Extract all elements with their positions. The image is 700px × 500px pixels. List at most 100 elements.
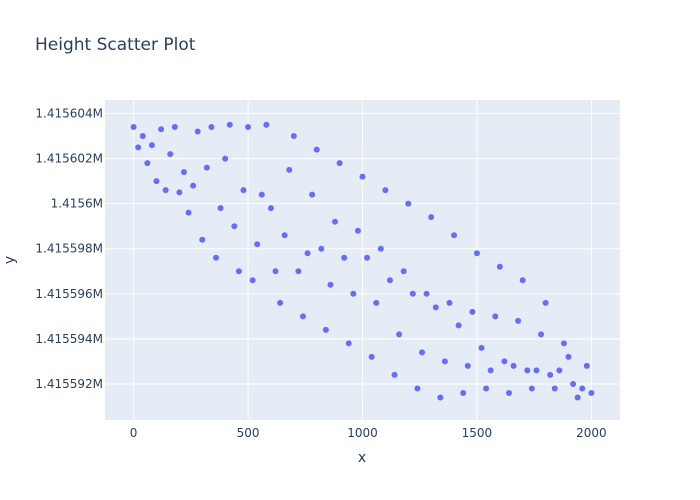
data-point: [547, 371, 554, 378]
data-point: [277, 299, 284, 306]
data-point: [332, 218, 339, 225]
data-point: [208, 124, 215, 131]
data-point: [464, 362, 471, 369]
chart-title: Height Scatter Plot: [35, 35, 196, 55]
data-point: [162, 187, 169, 194]
data-point: [432, 304, 439, 311]
y-tick-label: 1.415596M: [35, 287, 103, 301]
data-point: [231, 223, 238, 230]
data-point: [286, 166, 293, 173]
data-point: [478, 344, 485, 351]
grid-lines: [105, 100, 620, 420]
data-point: [515, 317, 522, 324]
data-point: [130, 124, 137, 131]
data-point: [538, 331, 545, 338]
data-point: [263, 121, 270, 128]
y-tick-label: 1.415598M: [35, 242, 103, 256]
data-point: [295, 268, 302, 275]
data-point: [501, 358, 508, 365]
data-point: [579, 385, 586, 392]
data-point: [510, 362, 517, 369]
data-point: [299, 313, 306, 320]
data-point: [373, 299, 380, 306]
data-point: [437, 394, 444, 401]
data-point: [451, 232, 458, 239]
data-point: [336, 160, 343, 167]
data-point: [505, 389, 512, 396]
data-point: [441, 358, 448, 365]
x-tick-label: 2000: [576, 426, 607, 440]
x-axis-label: x: [358, 450, 366, 466]
x-tick-label: 1500: [462, 426, 493, 440]
data-point: [460, 389, 467, 396]
data-point: [153, 178, 160, 185]
data-point: [354, 227, 361, 234]
data-point: [528, 385, 535, 392]
data-point: [171, 124, 178, 131]
data-point: [222, 155, 229, 162]
data-point: [588, 389, 595, 396]
data-point: [574, 394, 581, 401]
data-point: [309, 191, 316, 198]
data-point: [368, 353, 375, 360]
y-tick-label: 1.415604M: [35, 107, 103, 121]
data-point: [258, 191, 265, 198]
data-point: [570, 380, 577, 387]
data-point: [492, 313, 499, 320]
data-point: [583, 362, 590, 369]
data-point: [254, 241, 261, 248]
data-point: [213, 254, 220, 261]
data-point: [313, 146, 320, 153]
data-point: [524, 367, 531, 374]
data-points: [130, 121, 595, 401]
data-point: [391, 371, 398, 378]
data-point: [199, 236, 206, 243]
data-point: [217, 205, 224, 212]
data-point: [359, 173, 366, 180]
data-point: [542, 299, 549, 306]
data-point: [533, 367, 540, 374]
data-point: [364, 254, 371, 261]
y-axis-label: y: [2, 256, 18, 264]
data-point: [235, 268, 242, 275]
x-tick-labels: 0 500 1000 1500 2000: [130, 426, 607, 440]
data-point: [556, 367, 563, 374]
x-tick-label: 1000: [347, 426, 378, 440]
y-tick-label: 1.415602M: [35, 152, 103, 166]
data-point: [158, 126, 165, 133]
data-point: [350, 290, 357, 297]
data-point: [249, 277, 256, 284]
data-point: [428, 214, 435, 221]
data-point: [267, 205, 274, 212]
data-point: [322, 326, 329, 333]
data-point: [446, 299, 453, 306]
data-point: [327, 281, 334, 288]
data-point: [496, 263, 503, 270]
y-tick-label: 1.415594M: [35, 332, 103, 346]
data-point: [382, 187, 389, 194]
data-point: [144, 160, 151, 167]
data-point: [400, 268, 407, 275]
data-point: [318, 245, 325, 252]
data-point: [483, 385, 490, 392]
data-point: [240, 187, 247, 194]
data-point: [423, 290, 430, 297]
data-point: [565, 353, 572, 360]
data-point: [409, 290, 416, 297]
data-point: [419, 349, 426, 356]
data-point: [226, 121, 233, 128]
data-point: [272, 268, 279, 275]
data-point: [560, 340, 567, 347]
data-point: [194, 128, 201, 135]
data-point: [414, 385, 421, 392]
data-point: [551, 385, 558, 392]
y-tick-label: 1.4156M: [51, 197, 103, 211]
data-point: [203, 164, 210, 171]
data-point: [148, 142, 155, 149]
data-point: [180, 169, 187, 176]
data-point: [377, 245, 384, 252]
data-point: [139, 133, 146, 140]
data-point: [190, 182, 197, 189]
data-point: [176, 189, 183, 196]
y-tick-label: 1.415592M: [35, 377, 103, 391]
